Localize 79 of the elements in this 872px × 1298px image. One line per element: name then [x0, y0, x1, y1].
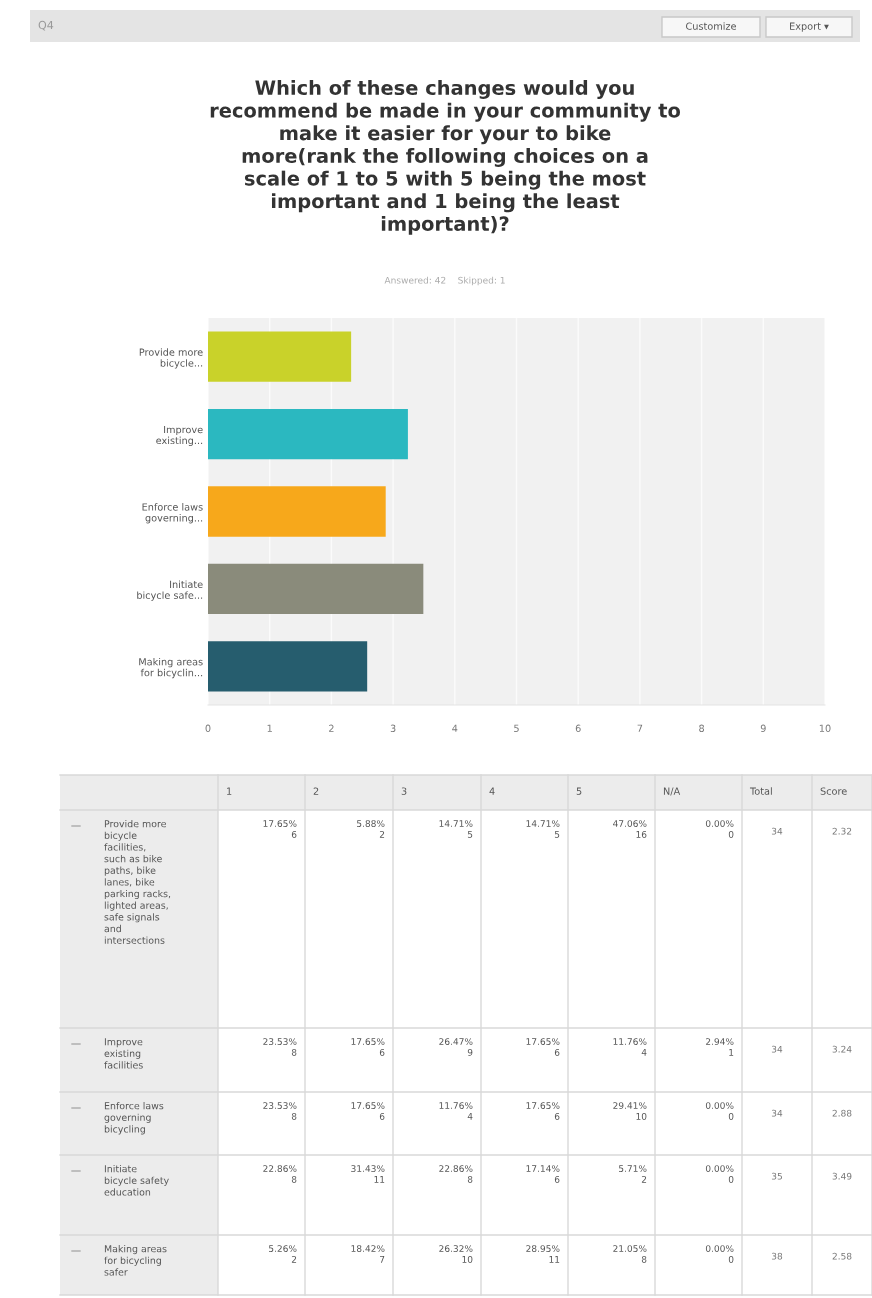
text: 0.00% 0 [705, 820, 734, 838]
text: 0.00% 0 [705, 1102, 734, 1120]
text: 34 [771, 1045, 783, 1053]
text: 1 [227, 787, 232, 795]
x-tick-label: 10 [819, 724, 831, 732]
text: 11.76% 4 [439, 1102, 473, 1120]
text: 0.00% 0 [705, 1245, 734, 1263]
text: N/A [663, 787, 681, 796]
y-tick-label: Improve existing... [156, 426, 203, 446]
text: Score [820, 787, 847, 795]
y-tick-label: Initiate bicycle safe... [137, 580, 203, 601]
text: 38 [771, 1252, 783, 1260]
text: 2.58 [832, 1252, 852, 1260]
text: 23.53% 8 [263, 1102, 297, 1120]
x-tick-label: 8 [699, 724, 705, 732]
x-tick-label: 6 [575, 724, 581, 732]
text: 4 [489, 787, 495, 795]
text: 34 [771, 1109, 783, 1117]
text: 17.14% 6 [526, 1165, 560, 1183]
text: Enforce laws governing bicycling [104, 1102, 164, 1135]
bar [208, 563, 424, 615]
text: Q4 [38, 20, 54, 31]
text: 14.71% 5 [439, 820, 473, 838]
text: 22.86% 8 [439, 1165, 473, 1183]
x-tick-label: 1 [267, 724, 272, 732]
bar [208, 331, 352, 382]
text: Total [749, 787, 772, 795]
text: 21.05% 8 [613, 1245, 647, 1263]
text: 17.65% 6 [263, 820, 297, 838]
text: 5.26% 2 [269, 1245, 297, 1263]
text: 28.95% 11 [526, 1245, 560, 1263]
bar [208, 641, 368, 692]
text: Improve existing facilities [104, 1038, 143, 1069]
x-tick-label: 4 [452, 724, 458, 732]
text: 26.47% 9 [439, 1038, 473, 1056]
text: Initiate bicycle safety education [104, 1165, 169, 1196]
text: 5.88% 2 [357, 820, 385, 838]
x-tick-label: 5 [514, 724, 519, 732]
text: 5 [576, 787, 582, 795]
text: 47.06% 16 [613, 820, 647, 838]
y-tick-label: Provide more bicycle... [139, 348, 203, 369]
text: 18.42% 7 [351, 1245, 385, 1263]
text: 5.71% 2 [619, 1165, 647, 1183]
text: 3.24 [832, 1045, 852, 1053]
text: 17.65% 6 [351, 1038, 385, 1056]
text: 23.53% 8 [263, 1038, 297, 1056]
text: Provide more bicycle facilities, such as bike paths, bike lanes, bike parking racks, lighted areas, safe signals and intersections [104, 820, 171, 944]
x-tick-label: 2 [329, 724, 334, 732]
bar [208, 486, 386, 537]
text: Export ▾ [790, 22, 829, 32]
y-tick-label: Making areas for bicyclin... [139, 657, 203, 679]
x-tick-label: 0 [205, 724, 211, 732]
text: 3.49 [832, 1172, 852, 1180]
text: Customize [686, 22, 736, 30]
text: 3 [401, 787, 407, 795]
x-tick-label: 9 [760, 724, 766, 732]
text: Answered: 42 Skipped: 1 [384, 276, 505, 286]
text: 34 [771, 827, 783, 835]
text: 31.43% 11 [351, 1165, 385, 1183]
text: 0.00% 0 [705, 1165, 734, 1183]
text: 2.32 [832, 827, 852, 835]
x-tick-label: 3 [390, 724, 396, 732]
text: Making areas for bicycling safer [104, 1245, 167, 1276]
text: 22.86% 8 [263, 1165, 297, 1183]
text: 17.65% 6 [526, 1038, 560, 1056]
text: 11.76% 4 [613, 1038, 647, 1056]
text: 17.65% 6 [526, 1102, 560, 1120]
x-tick-label: 7 [637, 724, 643, 732]
y-tick-label: Enforce laws governing... [142, 503, 203, 524]
chart-title: Which of these changes would you recommend be made in your community to make it easier for your to bike more(rank the following choices on a scale of 1 to 5 with 5 being the most important and 1 being the least important)? [210, 80, 681, 235]
text: 2 [313, 787, 319, 795]
text: 2.88 [832, 1109, 852, 1117]
text: 14.71% 5 [526, 820, 560, 838]
bar [208, 408, 408, 460]
text: 2.94% 1 [705, 1038, 734, 1056]
text: 35 [771, 1172, 782, 1180]
text: 17.65% 6 [351, 1102, 385, 1120]
text: 26.32% 10 [439, 1245, 473, 1263]
text: 29.41% 10 [613, 1102, 647, 1120]
